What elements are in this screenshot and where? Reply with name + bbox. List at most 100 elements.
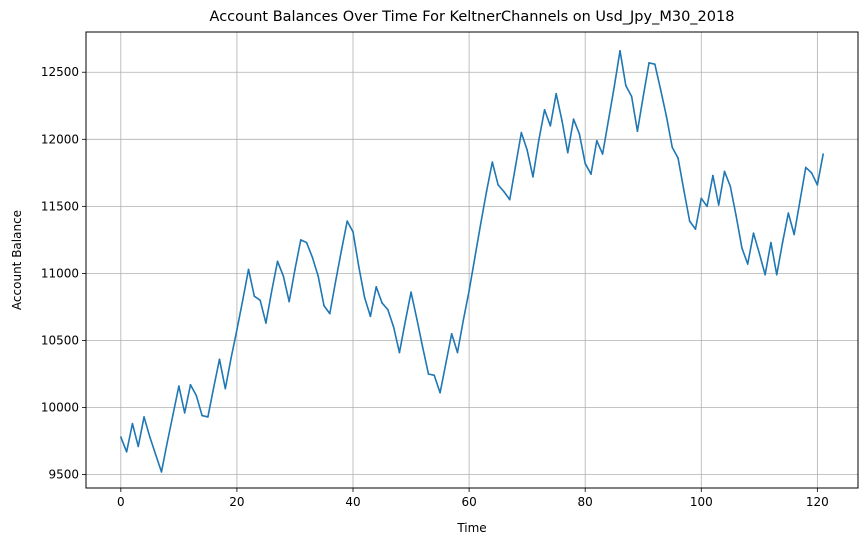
data-point	[694, 228, 697, 230]
x-tick-label: 20	[229, 495, 244, 509]
data-point	[334, 280, 337, 283]
data-point	[677, 157, 679, 159]
data-point	[392, 326, 395, 328]
x-tick-label: 80	[578, 495, 593, 509]
data-point	[717, 204, 720, 206]
data-point	[601, 153, 604, 155]
y-tick-label: 12500	[41, 65, 79, 79]
data-point	[636, 130, 639, 133]
data-point	[189, 383, 192, 386]
data-point	[154, 453, 157, 456]
data-point	[433, 374, 436, 377]
x-tick-label: 120	[806, 495, 829, 509]
y-tick-label: 10000	[41, 401, 79, 415]
data-point	[799, 200, 801, 202]
data-point	[270, 290, 273, 292]
data-point	[468, 290, 470, 292]
data-point	[578, 133, 581, 135]
data-point	[120, 436, 122, 438]
data-point	[584, 162, 586, 165]
plot-frame	[85, 31, 859, 489]
data-point	[514, 165, 517, 167]
data-point	[201, 414, 203, 417]
data-point	[613, 86, 616, 88]
data-point	[450, 332, 453, 335]
x-axis-label: Time	[456, 521, 486, 535]
data-point	[363, 296, 366, 299]
data-point	[532, 176, 534, 178]
data-point	[479, 222, 482, 225]
data-point	[619, 49, 621, 52]
data-point	[456, 351, 459, 354]
data-point	[369, 315, 372, 318]
data-point	[508, 198, 511, 201]
data-point	[421, 346, 424, 348]
data-point	[305, 241, 308, 244]
data-point	[381, 302, 383, 304]
x-axis-ticks: 0 20 40 60 80 100 120	[117, 488, 829, 509]
data-point	[654, 63, 656, 65]
data-point	[247, 268, 250, 271]
data-point	[404, 320, 407, 323]
data-point	[549, 125, 552, 127]
data-point	[781, 241, 784, 244]
data-point	[787, 212, 790, 214]
data-point	[810, 172, 813, 174]
data-point	[195, 394, 198, 397]
data-point	[445, 362, 447, 365]
data-point	[822, 153, 824, 155]
data-point	[230, 357, 232, 359]
data-point	[317, 275, 319, 277]
data-point	[236, 328, 238, 331]
data-point	[555, 92, 557, 95]
x-tick-label: 40	[345, 495, 360, 509]
data-point	[665, 115, 668, 118]
data-point	[288, 300, 290, 303]
data-point	[340, 249, 343, 252]
data-point	[131, 422, 134, 425]
y-axis-ticks: 9500 10000 10500 11000 11500 12000 12500	[41, 65, 86, 482]
x-tick-label: 0	[117, 495, 125, 509]
data-point	[671, 146, 674, 149]
data-point	[125, 450, 128, 453]
data-point	[590, 173, 592, 175]
data-point	[659, 88, 662, 91]
data-point	[224, 387, 227, 390]
data-point	[566, 151, 569, 154]
data-point	[137, 445, 140, 448]
data-point	[700, 197, 703, 200]
data-point	[706, 205, 708, 208]
y-tick-label: 10500	[41, 333, 79, 347]
y-tick-label: 11500	[41, 199, 79, 213]
data-point	[729, 185, 732, 188]
data-point	[770, 241, 772, 244]
data-point	[816, 184, 819, 186]
data-point	[276, 260, 279, 263]
data-point	[746, 263, 749, 265]
data-point	[474, 256, 476, 259]
data-point	[537, 139, 540, 142]
data-point	[735, 214, 737, 217]
data-point	[439, 391, 441, 394]
data-point	[625, 84, 627, 87]
data-point	[427, 373, 430, 375]
data-point	[149, 436, 151, 438]
data-point	[752, 232, 755, 234]
data-point	[358, 265, 360, 268]
data-point	[218, 358, 221, 361]
data-point	[596, 139, 598, 142]
data-point	[207, 416, 209, 418]
data-point	[758, 252, 761, 255]
data-point	[328, 312, 331, 315]
data-point	[526, 149, 528, 151]
account-balance-line	[120, 49, 824, 473]
data-point	[212, 386, 215, 389]
data-point	[561, 119, 563, 122]
data-point	[265, 322, 267, 324]
data-point	[323, 304, 325, 307]
data-point	[346, 220, 349, 222]
x-tick-label: 60	[461, 495, 476, 509]
data-points	[120, 49, 824, 473]
data-point	[503, 190, 505, 193]
